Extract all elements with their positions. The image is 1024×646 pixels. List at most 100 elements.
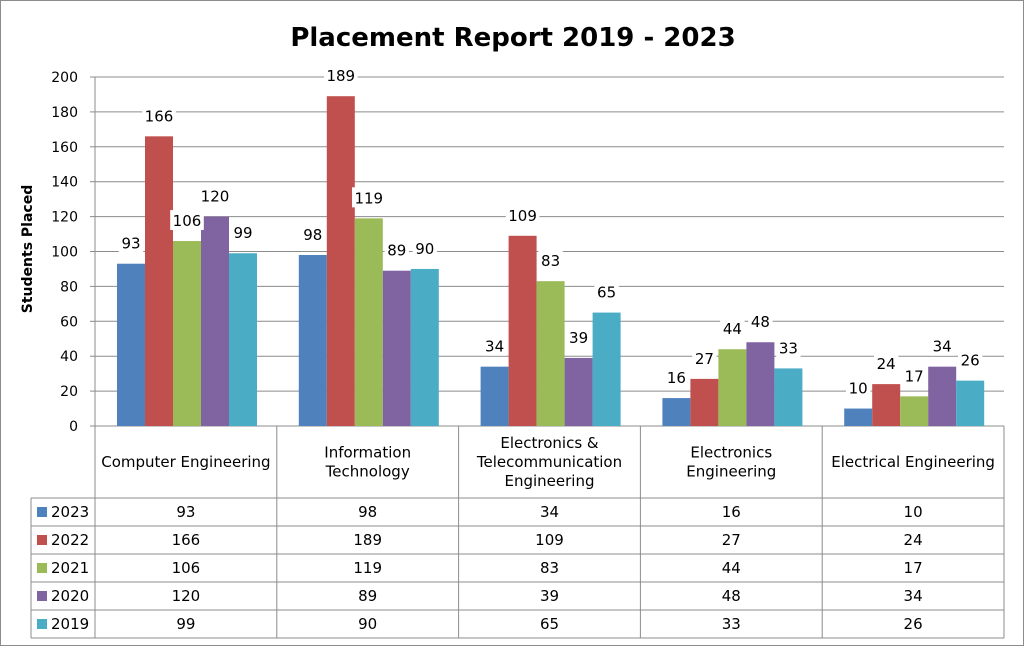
- legend-series-name: 2022: [51, 531, 89, 549]
- table-cell-value: 34: [540, 503, 559, 521]
- bar: [201, 216, 229, 426]
- data-label: 109: [508, 207, 537, 225]
- bar: [662, 398, 691, 426]
- category-label: Technology: [325, 463, 410, 481]
- legend-series-name: 2021: [51, 559, 89, 577]
- data-label: 33: [779, 339, 798, 357]
- y-tick-label: 20: [60, 384, 78, 400]
- y-tick-label: 120: [51, 210, 78, 226]
- table-cell-value: 65: [540, 615, 559, 633]
- legend-series-name: 2020: [51, 587, 89, 605]
- data-label-bg: [538, 250, 563, 271]
- bar: [900, 396, 929, 426]
- bar: [564, 357, 593, 426]
- y-tick-label: 200: [51, 70, 78, 86]
- data-label: 98: [303, 226, 322, 244]
- bar: [690, 378, 719, 426]
- data-label-bg: [692, 347, 717, 368]
- data-label-bg: [352, 187, 386, 208]
- data-label: 34: [485, 338, 504, 356]
- bar: [326, 96, 355, 426]
- y-tick-label: 80: [60, 279, 78, 295]
- data-label-bg: [566, 326, 591, 347]
- table-cell-value: 16: [722, 503, 741, 521]
- category-label: Electronics &: [500, 434, 599, 452]
- bar: [956, 380, 985, 426]
- data-label: 166: [145, 107, 174, 125]
- data-label-bg: [198, 185, 232, 206]
- category-label: Engineering: [686, 463, 776, 481]
- bar: [718, 349, 747, 426]
- data-labels: 93 98 34 16 10 166 189 109 27 24 106 119 83 44 17 120 89…: [118, 65, 983, 398]
- bar: [410, 268, 439, 426]
- table-cell-value: 34: [904, 587, 923, 605]
- data-label: 48: [751, 313, 770, 331]
- bar: [536, 281, 565, 426]
- data-label-bg: [930, 335, 955, 356]
- table-cell-value: 120: [172, 587, 201, 605]
- data-label: 93: [121, 235, 140, 253]
- y-tick-label: 180: [51, 105, 78, 121]
- data-label-bg: [776, 337, 801, 358]
- y-tick-label: 40: [60, 349, 78, 365]
- bars: [117, 96, 985, 426]
- data-label: 26: [961, 352, 980, 370]
- bar: [928, 366, 957, 426]
- data-label-bg: [505, 204, 540, 225]
- data-label-bg: [118, 232, 144, 253]
- table-cell-value: 17: [904, 559, 923, 577]
- table-cell-value: 39: [540, 587, 559, 605]
- bar: [173, 241, 201, 426]
- data-table: Computer Engineering InformationTechnolog…: [30, 426, 1005, 639]
- bar: [774, 368, 803, 426]
- bar: [229, 253, 257, 426]
- data-label: 17: [905, 367, 924, 385]
- table-cell-value: 98: [358, 503, 377, 521]
- category-label: Telecommunication: [476, 453, 622, 471]
- data-label-bg: [664, 367, 689, 388]
- table-cell-value: 44: [722, 559, 741, 577]
- bar: [354, 218, 383, 426]
- data-label-bg: [300, 223, 325, 244]
- bar: [480, 366, 509, 426]
- y-tick-label: 140: [51, 175, 78, 191]
- data-label-bg: [594, 281, 619, 302]
- data-label-bg: [958, 349, 983, 370]
- bar: [872, 384, 901, 426]
- data-label: 90: [415, 240, 434, 258]
- table-cell-value: 48: [722, 587, 741, 605]
- data-label: 34: [933, 338, 952, 356]
- data-label: 89: [387, 242, 406, 260]
- data-label: 119: [354, 189, 383, 207]
- y-axis-ticks: 0 20 40 60 80 100 120 140 160 180 200: [51, 70, 78, 435]
- data-label-bg: [902, 365, 927, 386]
- legend-swatch: [37, 591, 47, 601]
- data-label-bg: [482, 335, 507, 356]
- data-label: 83: [541, 252, 560, 270]
- bar: [117, 263, 145, 426]
- data-label: 39: [569, 329, 588, 347]
- data-label: 16: [667, 369, 686, 387]
- category-label: Engineering: [505, 472, 595, 490]
- data-label-bg: [324, 65, 358, 86]
- table-cell-value: 10: [904, 503, 923, 521]
- data-label-bg: [230, 222, 256, 243]
- table-cell-value: 106: [172, 559, 201, 577]
- table-cell-value: 24: [904, 531, 923, 549]
- y-tick-label: 160: [51, 140, 78, 156]
- table-cell-value: 89: [358, 587, 377, 605]
- category-label: Electrical Engineering: [831, 453, 995, 471]
- y-tick-label: 60: [60, 314, 78, 330]
- bar: [508, 235, 537, 426]
- y-tick-label: 0: [69, 419, 78, 435]
- bar: [145, 136, 173, 426]
- category-label: Information: [324, 444, 411, 462]
- table-cell-value: 119: [353, 559, 382, 577]
- table-cell-value: 27: [722, 531, 741, 549]
- data-label-bg: [846, 377, 871, 398]
- table-cell-value: 93: [176, 503, 195, 521]
- data-label: 65: [597, 284, 616, 302]
- table-cell-value: 189: [353, 531, 382, 549]
